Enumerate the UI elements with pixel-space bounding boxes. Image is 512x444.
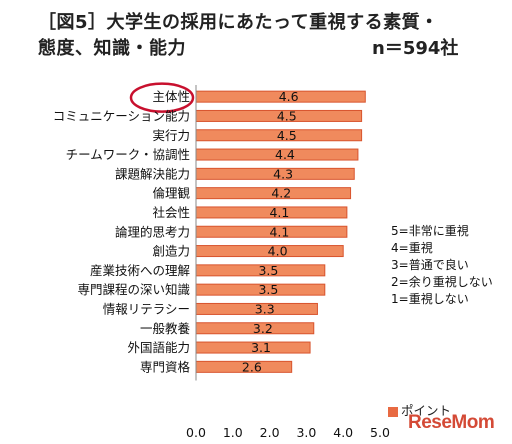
value-label-9: 3.5: [258, 263, 278, 278]
category-label-1: コミュニケーション能力: [53, 108, 190, 123]
category-labels-group: 主体性コミュニケーション能力実行力チームワーク・協調性課題解決能力倫理観社会性論…: [53, 82, 195, 374]
category-label-0: 主体性: [152, 89, 190, 104]
chart-title-line1: ［図5］大学生の採用にあたって重視する素質・: [38, 12, 439, 33]
value-label-14: 2.6: [242, 359, 262, 374]
value-label-1: 4.5: [277, 108, 297, 123]
value-label-10: 3.5: [258, 282, 278, 297]
x-tick-label-3: 3.0: [296, 425, 316, 440]
value-label-8: 4.0: [268, 244, 288, 259]
category-label-5: 倫理観: [152, 186, 190, 201]
x-tick-label-0: 0.0: [186, 425, 206, 440]
scale-note-3: 3=普通で良い: [391, 258, 469, 272]
legend: ポイント: [388, 400, 451, 419]
scale-note-4: 4=重視: [391, 241, 433, 255]
value-label-4: 4.3: [273, 166, 293, 181]
highlight-circle: [129, 82, 195, 113]
scale-note-1: 1=重視しない: [391, 292, 469, 306]
category-label-8: 創造力: [152, 244, 190, 259]
category-label-13: 外国語能力: [127, 340, 190, 355]
sample-size: n＝594社: [372, 38, 459, 59]
category-label-12: 一般教養: [140, 321, 191, 336]
category-label-3: チームワーク・協調性: [66, 147, 190, 162]
legend-label: ポイント: [401, 403, 452, 418]
value-label-5: 4.2: [271, 186, 291, 201]
value-label-3: 4.4: [275, 147, 295, 162]
chart-title-line2: 態度、知識・能力: [38, 38, 186, 59]
x-tick-label-4: 4.0: [333, 425, 353, 440]
value-label-0: 4.6: [279, 89, 299, 104]
value-label-11: 3.3: [255, 301, 275, 316]
value-label-6: 4.1: [269, 205, 289, 220]
legend-swatch: [388, 406, 398, 417]
category-label-10: 専門課程の深い知識: [77, 282, 190, 297]
scale-note-2: 2=余り重視しない: [391, 275, 493, 289]
resemom-logo: ReseMom: [408, 412, 495, 433]
category-label-14: 専門資格: [140, 359, 191, 374]
x-axis: 0.0 1.0 2.0 3.0 4.0 5.0: [186, 85, 390, 440]
x-tick-label-1: 1.0: [223, 425, 243, 440]
x-tick-label-5: 5.0: [370, 425, 390, 440]
category-label-7: 論理的思考力: [115, 224, 190, 239]
category-label-4: 課題解決能力: [115, 166, 190, 181]
bars-group: 4.6 4.5 4.5 4.4 4.3 4.2 4.1 4.1 4.0 3.5 3.5 3.3 3.2 3…: [195, 89, 366, 374]
value-label-12: 3.2: [253, 321, 273, 336]
x-tick-label-2: 2.0: [260, 425, 280, 440]
category-label-2: 実行力: [152, 128, 190, 143]
value-label-13: 3.1: [251, 340, 271, 355]
category-label-9: 産業技術への理解: [90, 263, 190, 278]
scale-note-5: 5=非常に重視: [391, 224, 469, 238]
value-label-2: 4.5: [277, 128, 297, 143]
category-label-11: 情報リテラシー: [103, 301, 190, 316]
value-label-7: 4.1: [269, 224, 289, 239]
category-label-6: 社会性: [152, 205, 190, 220]
